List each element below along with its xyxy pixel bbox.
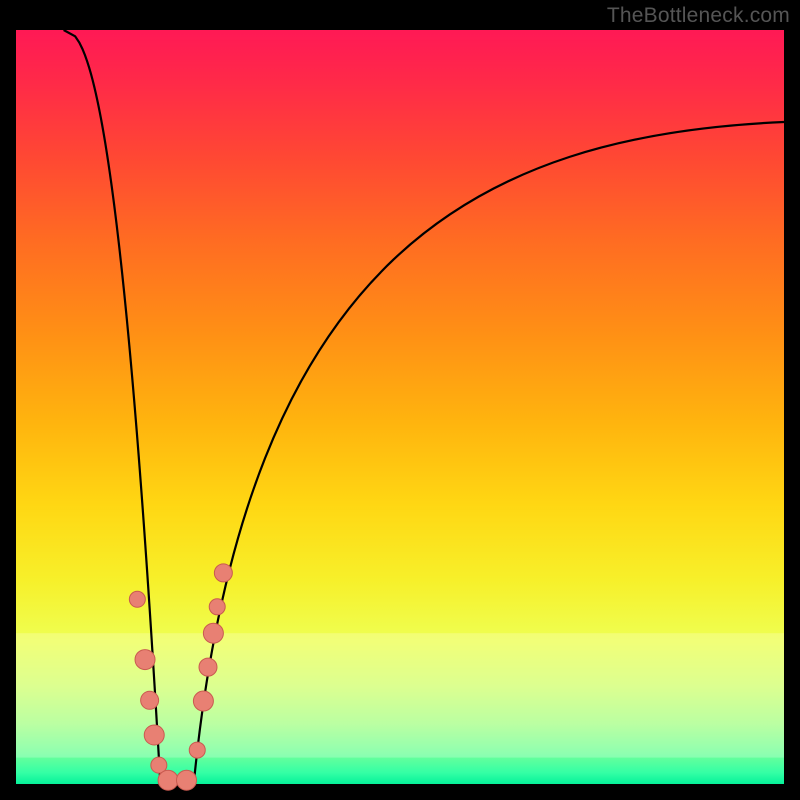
- data-marker: [199, 658, 217, 676]
- chart-stage: TheBottleneck.com: [0, 0, 800, 800]
- data-marker: [129, 591, 145, 607]
- data-marker: [135, 650, 155, 670]
- data-marker: [141, 691, 159, 709]
- pale-band: [16, 633, 784, 757]
- data-marker: [214, 564, 232, 582]
- data-marker: [158, 770, 178, 790]
- data-marker: [203, 623, 223, 643]
- data-marker: [209, 599, 225, 615]
- data-marker: [176, 770, 196, 790]
- data-marker: [144, 725, 164, 745]
- data-marker: [193, 691, 213, 711]
- data-marker: [189, 742, 205, 758]
- bottleneck-chart-svg: [0, 0, 800, 800]
- watermark-text: TheBottleneck.com: [607, 4, 790, 28]
